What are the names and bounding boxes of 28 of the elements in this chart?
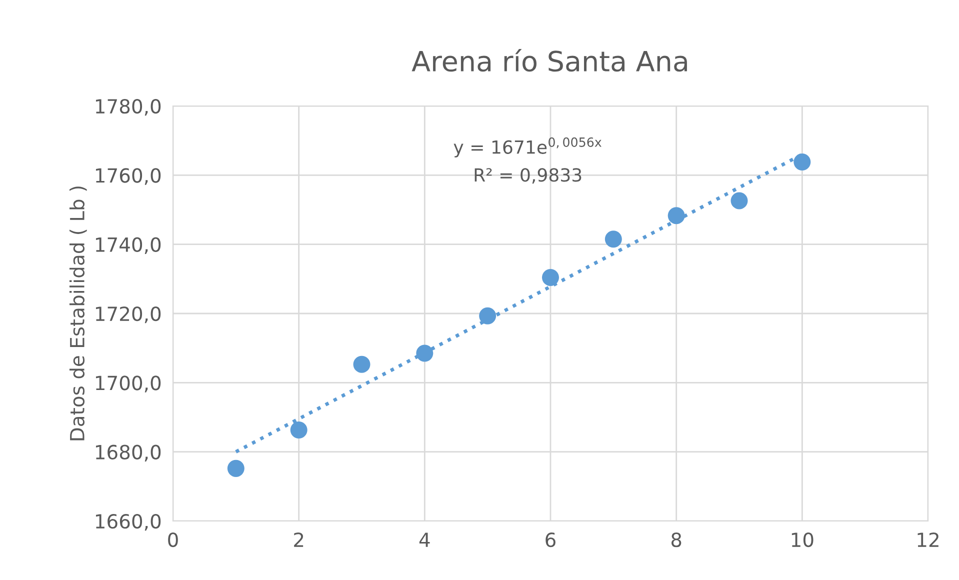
point — [542, 269, 560, 286]
x-tick-label: 8 — [671, 532, 682, 548]
y-tick-label: 1740,0 — [96, 237, 161, 254]
y-tick-label: 1780,0 — [96, 98, 161, 116]
point — [604, 230, 622, 248]
point — [416, 344, 434, 362]
y-tick-label: 1760,0 — [96, 168, 161, 185]
point — [730, 192, 748, 210]
point — [353, 356, 370, 373]
point — [290, 422, 308, 439]
x-tick-label: 2 — [294, 532, 304, 547]
y-tick-label: 1720,0 — [96, 306, 161, 324]
chart-title: Arena río Santa Ana — [412, 49, 687, 72]
x-tick-label: 10 — [792, 532, 814, 548]
x-tick-label: 4 — [419, 532, 430, 547]
y-tick-label: 1680,0 — [96, 444, 161, 462]
x-tick-label: 0 — [168, 532, 178, 548]
point — [479, 307, 496, 324]
y-tick-label: 1700,0 — [96, 376, 161, 392]
y-axis-title: Datos de Estabilidad ( Lb ) — [69, 186, 87, 440]
point — [668, 207, 685, 224]
y-tick-label: 1660,0 — [96, 514, 161, 531]
x-tick-label: 6 — [546, 532, 556, 548]
point — [227, 460, 244, 477]
point — [794, 154, 811, 171]
x-tick-label: 12 — [918, 532, 938, 547]
annotation: y = 1671e$^{0,0056x}$ — [454, 137, 602, 158]
annotation: R² = 0,9833 — [474, 168, 582, 184]
